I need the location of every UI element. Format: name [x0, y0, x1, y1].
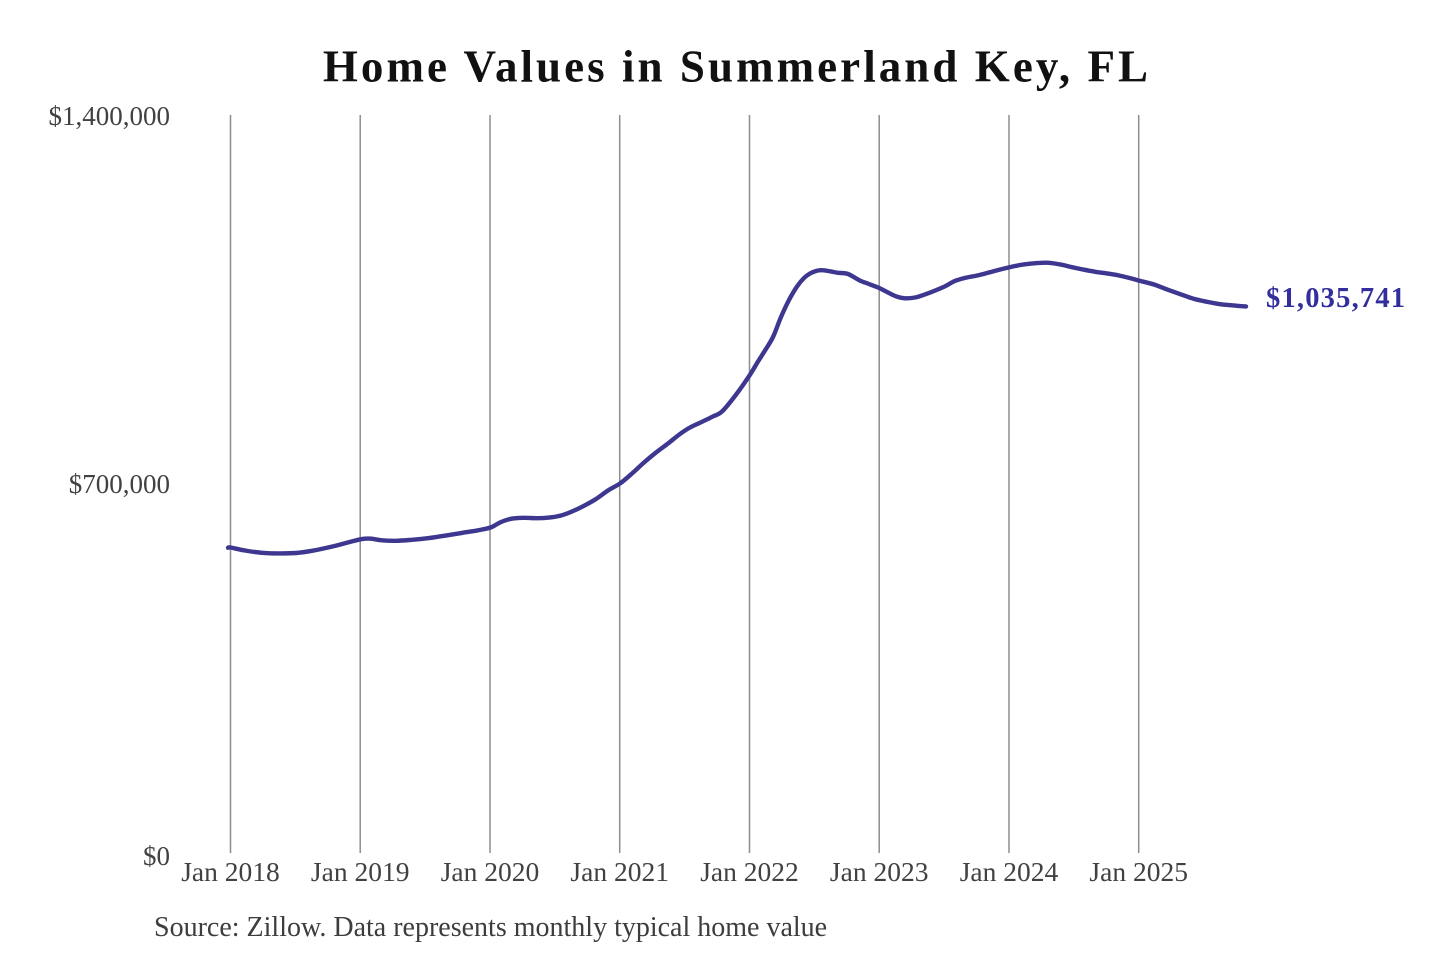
svg-text:Jan 2024: Jan 2024: [960, 856, 1059, 887]
svg-text:Jan 2023: Jan 2023: [830, 856, 929, 887]
svg-text:$0: $0: [143, 841, 170, 871]
svg-text:Jan 2019: Jan 2019: [311, 856, 410, 887]
svg-text:Jan 2025: Jan 2025: [1089, 856, 1188, 887]
svg-text:Home Values in Summerland Key,: Home Values in Summerland Key, FL: [323, 42, 1151, 92]
svg-text:Jan 2021: Jan 2021: [570, 856, 669, 887]
svg-text:Jan 2020: Jan 2020: [441, 856, 540, 887]
svg-text:Jan 2022: Jan 2022: [700, 856, 799, 887]
svg-text:Jan 2018: Jan 2018: [181, 856, 280, 887]
svg-text:$700,000: $700,000: [69, 469, 170, 499]
svg-text:$1,035,741: $1,035,741: [1266, 283, 1406, 314]
svg-text:Source: Zillow. Data represent: Source: Zillow. Data represents monthly …: [154, 912, 827, 943]
svg-text:$1,400,000: $1,400,000: [49, 101, 171, 131]
